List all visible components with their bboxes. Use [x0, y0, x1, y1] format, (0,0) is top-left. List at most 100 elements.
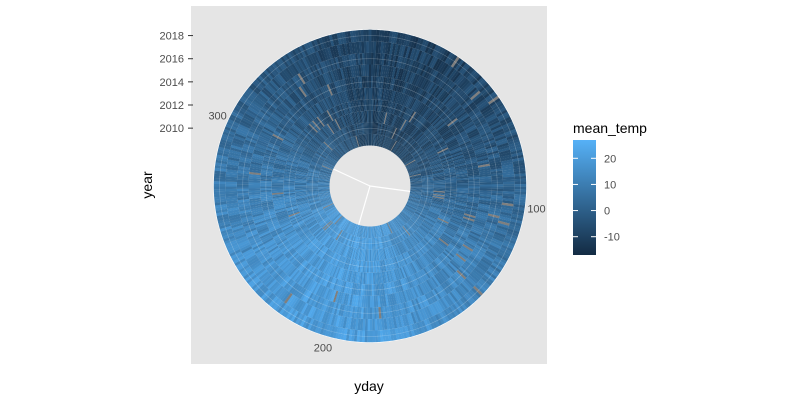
heatmap-tile: [465, 103, 477, 113]
heatmap-tile: [226, 166, 239, 171]
heatmap-tile: [327, 109, 335, 121]
heatmap-tile: [332, 241, 340, 253]
heatmap-tile: [324, 250, 332, 261]
heatmap-tile: [369, 261, 372, 273]
heatmap-tile: [268, 117, 280, 126]
heatmap-tile: [412, 114, 420, 125]
heatmap-tile: [394, 144, 403, 155]
heatmap-tile: [225, 195, 238, 200]
heatmap-tile: [307, 174, 319, 178]
heatmap-tile: [300, 154, 313, 161]
heatmap-tile: [456, 174, 468, 178]
heatmap-tile: [411, 73, 418, 85]
heatmap-tile: [317, 214, 328, 223]
heatmap-tile: [381, 271, 386, 284]
heatmap-tile: [408, 197, 420, 203]
heatmap-tile: [329, 211, 340, 220]
heatmap-tile: [374, 307, 377, 319]
heatmap-tile: [350, 247, 355, 260]
heatmap-tile: [332, 278, 339, 291]
heatmap-tile: [417, 257, 426, 269]
heatmap-tile: [359, 88, 362, 100]
heatmap-tile: [283, 194, 296, 197]
heatmap-tile: [464, 240, 476, 249]
heatmap-tile: [283, 177, 296, 180]
heatmap-tile: [277, 73, 287, 84]
heatmap-tile: [230, 251, 243, 260]
heatmap-tile: [450, 275, 460, 286]
heatmap-tile: [459, 282, 470, 293]
heatmap-tile: [432, 275, 441, 287]
heatmap-tile: [376, 283, 380, 296]
heatmap-tile: [367, 330, 370, 343]
heatmap-tile: [241, 117, 253, 125]
heatmap-tile: [491, 179, 504, 183]
heatmap-tile: [270, 227, 282, 235]
heatmap-tile: [443, 133, 455, 141]
heatmap-tile: [352, 283, 357, 295]
heatmap-tile: [318, 178, 330, 181]
heatmap-tile: [454, 202, 467, 207]
heatmap-tile: [482, 108, 494, 117]
heatmap-tile: [439, 91, 449, 102]
heatmap-tile: [420, 198, 432, 203]
heatmap-tile: [506, 230, 519, 237]
heatmap-tile: [436, 122, 447, 132]
heatmap-tile: [503, 181, 515, 185]
heatmap-tile: [366, 110, 369, 123]
heatmap-tile: [418, 76, 426, 89]
heatmap-tile: [457, 93, 468, 103]
heatmap-tile: [292, 219, 304, 227]
heatmap-tile: [349, 223, 355, 235]
heatmap-tile: [364, 99, 367, 111]
heatmap-tile: [445, 264, 455, 275]
heatmap-tile: [271, 189, 284, 192]
heatmap-tile: [330, 314, 337, 326]
heatmap-tile: [382, 259, 387, 272]
heatmap-tile: [363, 41, 367, 54]
heatmap-tile: [345, 317, 350, 329]
heatmap-tile: [416, 76, 424, 88]
heatmap-tile: [295, 140, 306, 149]
heatmap-tile: [295, 224, 307, 232]
heatmap-tile: [249, 171, 261, 176]
heatmap-tile: [288, 110, 299, 120]
heatmap-tile: [376, 249, 380, 261]
heatmap-tile: [455, 171, 468, 175]
heatmap-tile: [330, 108, 337, 120]
heatmap-tile: [372, 330, 376, 343]
heatmap-tile: [406, 140, 415, 150]
heatmap-tile: [342, 67, 347, 80]
heatmap-tile: [371, 133, 374, 146]
heatmap-tile: [303, 215, 315, 223]
heatmap-tile: [237, 192, 249, 196]
heatmap-tile: [433, 185, 446, 187]
heatmap-tile: [436, 74, 445, 86]
heatmap-tile: [248, 178, 261, 181]
heatmap-tile: [444, 229, 456, 237]
heatmap-tile: [317, 115, 326, 126]
heatmap-tile: [396, 32, 401, 45]
heatmap-tile: [451, 239, 463, 248]
heatmap-tile: [336, 255, 343, 267]
heatmap-tile: [395, 243, 402, 255]
heatmap-tile: [420, 52, 428, 64]
heatmap-tile: [383, 137, 389, 149]
heatmap-tile: [335, 105, 342, 117]
heatmap-tile: [502, 174, 515, 178]
heatmap-tile: [502, 193, 515, 197]
heatmap-tile: [432, 169, 444, 174]
heatmap-tile: [393, 143, 401, 154]
heatmap-tile: [483, 227, 496, 234]
heatmap-tile: [266, 279, 277, 290]
heatmap-tile: [251, 122, 264, 131]
heatmap-tile: [314, 153, 326, 161]
heatmap-tile: [420, 224, 431, 233]
heatmap-tile: [438, 270, 448, 282]
heatmap-tile: [336, 93, 342, 105]
heatmap-tile: [348, 113, 354, 125]
heatmap-tile: [402, 82, 409, 94]
heatmap-tile: [453, 236, 465, 245]
heatmap-tile: [358, 134, 363, 147]
heatmap-tile: [410, 85, 417, 98]
